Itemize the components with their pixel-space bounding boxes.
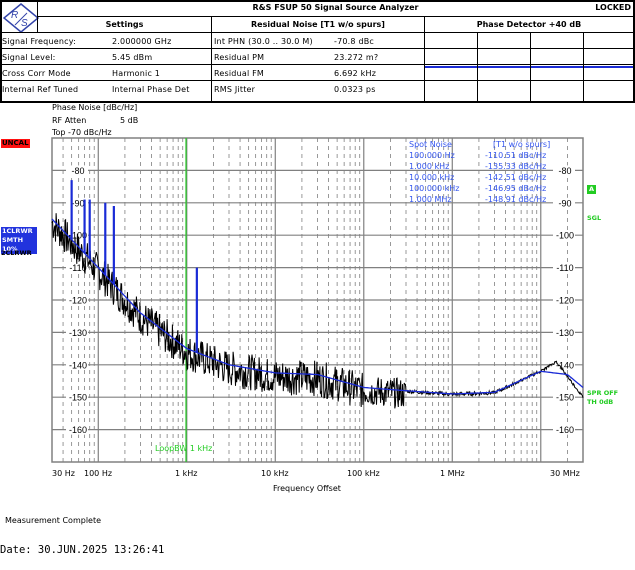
phase-detector-heading: Phase Detector +40 dB	[476, 20, 582, 29]
trace1-indicator[interactable]: 1CLRWR SMTH 10%	[1, 227, 37, 254]
ref-tuned-value: Internal Phase Det	[112, 85, 190, 94]
x-tick-1mhz: 1 MHz	[440, 469, 465, 478]
svg-text:-90: -90	[71, 198, 84, 208]
spot-value: -146.95 dBc/Hz	[485, 184, 547, 193]
svg-text:-150: -150	[556, 393, 574, 403]
measurement-status: Measurement Complete	[5, 516, 102, 525]
svg-text:-130: -130	[556, 328, 574, 338]
spur-off-indicator: SPR OFF	[587, 389, 619, 397]
signal-level-value: 5.45 dBm	[112, 53, 153, 62]
trace2-indicator[interactable]: 2CLRWR	[1, 249, 32, 257]
spot-value: -135.33 dBc/Hz	[485, 162, 547, 171]
cross-corr-label: Cross Corr Mode	[2, 69, 71, 78]
settings-heading: Settings	[105, 20, 144, 29]
svg-text:-140: -140	[556, 360, 574, 370]
rms-jitter-label: RMS Jitter	[214, 85, 256, 94]
x-tick-30hz: 30 Hz	[52, 469, 75, 478]
uncal-indicator: UNCAL	[1, 139, 30, 148]
x-tick-30mhz: 30 MHz	[550, 469, 580, 478]
cross-corr-value: Harmonic 1	[112, 69, 161, 78]
rf-atten-value: 5 dB	[120, 116, 139, 125]
int-phn-label: Int PHN (30.0 .. 30.0 M)	[214, 37, 313, 46]
trace1-mode: 1CLRWR	[2, 227, 33, 235]
x-tick-1khz: 1 kHz	[175, 469, 198, 478]
marker-a-badge: A	[587, 185, 596, 194]
signal-frequency-value: 2.000000 GHz	[112, 37, 172, 46]
svg-text:-120: -120	[69, 296, 87, 306]
date-stamp: Date: 30.JUN.2025 13:26:41	[0, 544, 165, 556]
spot-value: -110.51 dBc/Hz	[485, 151, 547, 160]
svg-text:-160: -160	[556, 425, 574, 435]
top-reference-label: Top -70 dBc/Hz	[52, 128, 112, 137]
rf-atten-label: RF Atten	[52, 116, 87, 125]
residual-pm-value: 23.272 m?	[334, 53, 379, 62]
chart-ylabel: Phase Noise [dBc/Hz]	[52, 103, 138, 112]
spot-noise-title: Spot Noise	[409, 140, 452, 149]
svg-text:-150: -150	[69, 393, 87, 403]
svg-text:-130: -130	[69, 328, 87, 338]
spot-noise-subtitle: [T1 w/o spurs]	[493, 140, 551, 149]
threshold-indicator: TH 0dB	[587, 398, 614, 406]
sgl-indicator: SGL	[587, 214, 602, 222]
rs-logo-icon: R S	[3, 3, 39, 33]
header-panel: R S	[0, 0, 635, 103]
signal-level-label: Signal Level:	[2, 53, 56, 62]
loop-bw-label: LoopBW 1 kHz	[155, 444, 213, 453]
spot-freq: 1.000 kHz	[409, 162, 450, 171]
svg-text:-100: -100	[69, 231, 87, 241]
int-phn-value: -70.8 dBc	[334, 37, 375, 46]
x-axis-title: Frequency Offset	[273, 484, 341, 493]
spot-value: -148.91 dBc/Hz	[485, 195, 547, 204]
svg-text:-120: -120	[556, 296, 574, 306]
trace1-smoothing: SMTH 10%	[2, 236, 24, 253]
residual-heading: Residual Noise [T1 w/o spurs]	[251, 20, 385, 29]
ref-tuned-label: Internal Ref Tuned	[2, 85, 79, 94]
x-tick-10khz: 10 kHz	[261, 469, 289, 478]
signal-frequency-label: Signal Frequency:	[2, 37, 76, 46]
residual-fm-label: Residual FM	[214, 69, 265, 78]
app-title: R&S FSUP 50 Signal Source Analyzer	[252, 3, 419, 12]
spot-freq: 1.000 MHz	[409, 195, 452, 204]
spot-freq: 100.000 kHz	[409, 184, 460, 193]
svg-text:-160: -160	[69, 425, 87, 435]
svg-text:-100: -100	[556, 231, 574, 241]
spot-value: -142.51 dBc/Hz	[485, 173, 547, 182]
svg-text:-80: -80	[558, 166, 571, 176]
x-tick-100khz: 100 kHz	[347, 469, 380, 478]
svg-text:S: S	[21, 18, 28, 29]
svg-text:-140: -140	[69, 360, 87, 370]
x-tick-100hz: 100 Hz	[84, 469, 113, 478]
spot-freq: 100.000 Hz	[409, 151, 455, 160]
svg-text:-110: -110	[556, 263, 573, 273]
svg-text:R: R	[11, 10, 18, 21]
residual-pm-label: Residual PM	[214, 53, 265, 62]
lock-status: LOCKED	[595, 3, 631, 12]
svg-text:-110: -110	[69, 263, 86, 273]
spot-freq: 10.000 kHz	[409, 173, 455, 182]
svg-text:-80: -80	[71, 166, 84, 176]
svg-text:-90: -90	[558, 198, 571, 208]
rms-jitter-value: 0.0323 ps	[334, 85, 376, 94]
residual-fm-value: 6.692 kHz	[334, 69, 377, 78]
